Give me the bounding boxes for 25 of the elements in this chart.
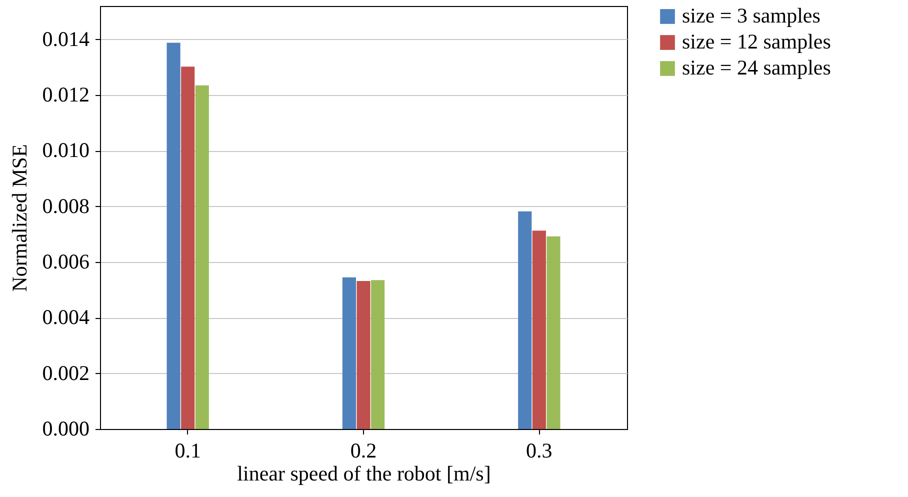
x-axis-title: linear speed of the robot [m/s] [237, 462, 491, 486]
bar [342, 277, 356, 429]
legend-label: size = 12 samples [682, 30, 831, 54]
legend-label: size = 24 samples [682, 56, 831, 80]
bar [166, 42, 180, 429]
y-axis-title: Normalized MSE [7, 144, 32, 292]
bar [532, 230, 546, 429]
y-tick-label: 0.008 [42, 194, 90, 218]
bar [371, 280, 385, 429]
bar [518, 211, 532, 429]
bar [546, 236, 560, 429]
bar [181, 66, 195, 429]
x-tick-label: 0.2 [350, 438, 377, 462]
y-tick-label: 0.002 [42, 360, 90, 385]
legend-label: size = 3 samples [682, 4, 820, 28]
y-tick-label: 0.012 [42, 82, 90, 107]
y-tick-label: 0.000 [42, 416, 90, 440]
bar [356, 280, 370, 429]
x-tick-label: 0.1 [174, 438, 201, 462]
x-tick-label: 0.3 [526, 438, 552, 462]
y-tick-label: 0.014 [42, 26, 90, 51]
bar [195, 85, 209, 429]
y-tick-label: 0.010 [42, 138, 90, 162]
y-tick-label: 0.006 [42, 250, 90, 274]
y-tick-label: 0.004 [42, 305, 90, 330]
